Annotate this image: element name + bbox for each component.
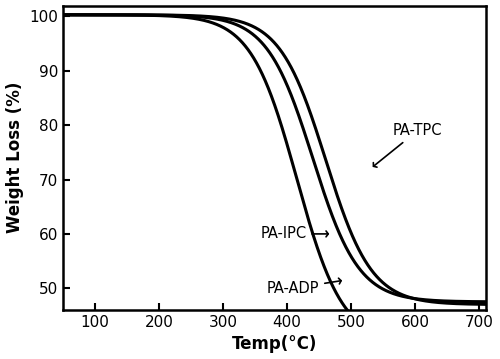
X-axis label: Temp(°C): Temp(°C) [232, 335, 317, 354]
Text: PA-ADP: PA-ADP [266, 278, 341, 296]
Text: PA-TPC: PA-TPC [374, 123, 442, 167]
Text: PA-IPC: PA-IPC [260, 227, 328, 241]
Y-axis label: Weight Loss (%): Weight Loss (%) [6, 82, 24, 233]
